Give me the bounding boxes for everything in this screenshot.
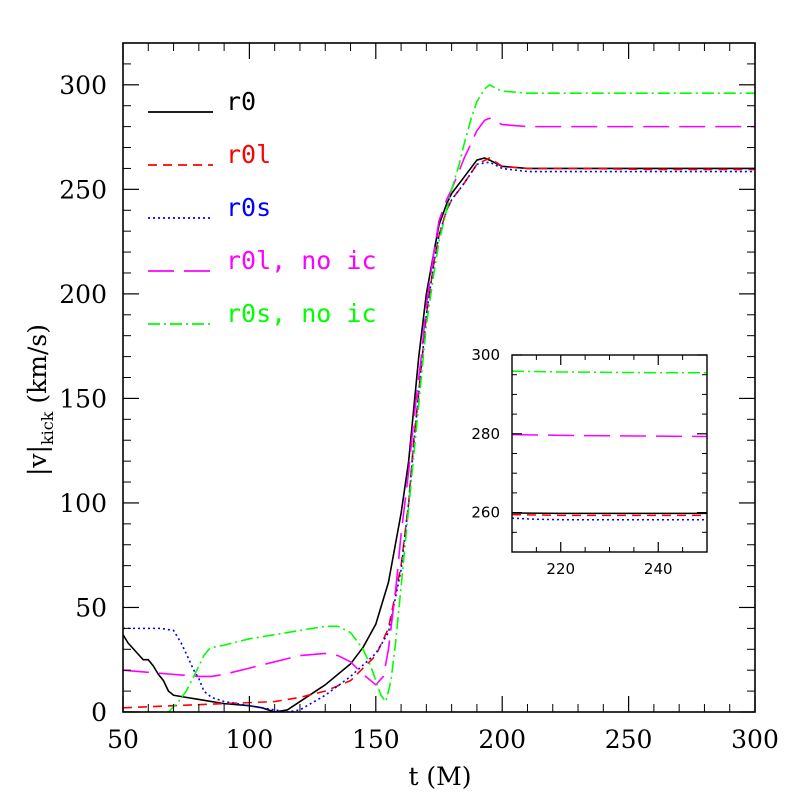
main-series-group xyxy=(123,84,755,712)
y-axis-label-unit: (km/s) xyxy=(23,324,52,412)
inset-plot: 220 240 260 280 300 xyxy=(471,346,708,578)
legend-label-r0l: r0l xyxy=(226,140,271,169)
legend-label-r0: r0 xyxy=(226,87,256,116)
inset-series-line-3 xyxy=(512,517,707,521)
inset-x-tick-label: 240 xyxy=(644,560,673,578)
main-y-tick-label: 100 xyxy=(59,489,107,518)
main-y-tick-label: 300 xyxy=(59,71,107,100)
legend-label-r0l-no-ic: r0l, no ic xyxy=(226,246,377,275)
main-x-tick-label: 200 xyxy=(478,725,526,754)
main-series-line-r0l xyxy=(123,157,755,709)
legend-label-r0s: r0s xyxy=(226,193,271,222)
main-series-line-r0l-no-ic xyxy=(123,117,755,686)
inset-background xyxy=(512,355,707,552)
y-axis-label-main: |v| xyxy=(23,445,53,476)
main-x-tick-label: 50 xyxy=(107,725,139,754)
legend: r0 r0l r0s r0l, no ic r0s, no ic xyxy=(148,87,377,328)
y-axis-label-sub: kick xyxy=(38,411,57,445)
y-axis-label: |v|kick (km/s) xyxy=(23,324,57,476)
main-x-tick-label: 300 xyxy=(731,725,779,754)
main-y-tick-label: 50 xyxy=(75,593,107,622)
x-axis-label: t (M) xyxy=(408,762,471,791)
inset-y-tick-label: 300 xyxy=(471,346,500,364)
main-series-line-r0 xyxy=(123,157,755,712)
main-y-tick-label: 0 xyxy=(91,698,107,727)
main-y-tick-label: 200 xyxy=(59,280,107,309)
inset-y-tick-label: 280 xyxy=(471,425,500,443)
inset-series-group xyxy=(512,370,707,521)
inset-series-line-5 xyxy=(512,370,707,374)
inset-series-line-2 xyxy=(512,513,707,517)
legend-label-r0s-no-ic: r0s, no ic xyxy=(226,299,377,328)
main-x-tick-label: 250 xyxy=(605,725,653,754)
main-y-tick-label: 250 xyxy=(59,175,107,204)
inset-y-tick-label: 260 xyxy=(471,504,500,522)
inset-series-line-4 xyxy=(512,433,707,438)
main-x-tick-label: 100 xyxy=(226,725,274,754)
main-y-tick-label: 150 xyxy=(59,384,107,413)
inset-x-tick-label: 220 xyxy=(546,560,575,578)
main-x-tick-label: 150 xyxy=(352,725,400,754)
main-series-line-r0s-no-ic xyxy=(123,84,755,712)
